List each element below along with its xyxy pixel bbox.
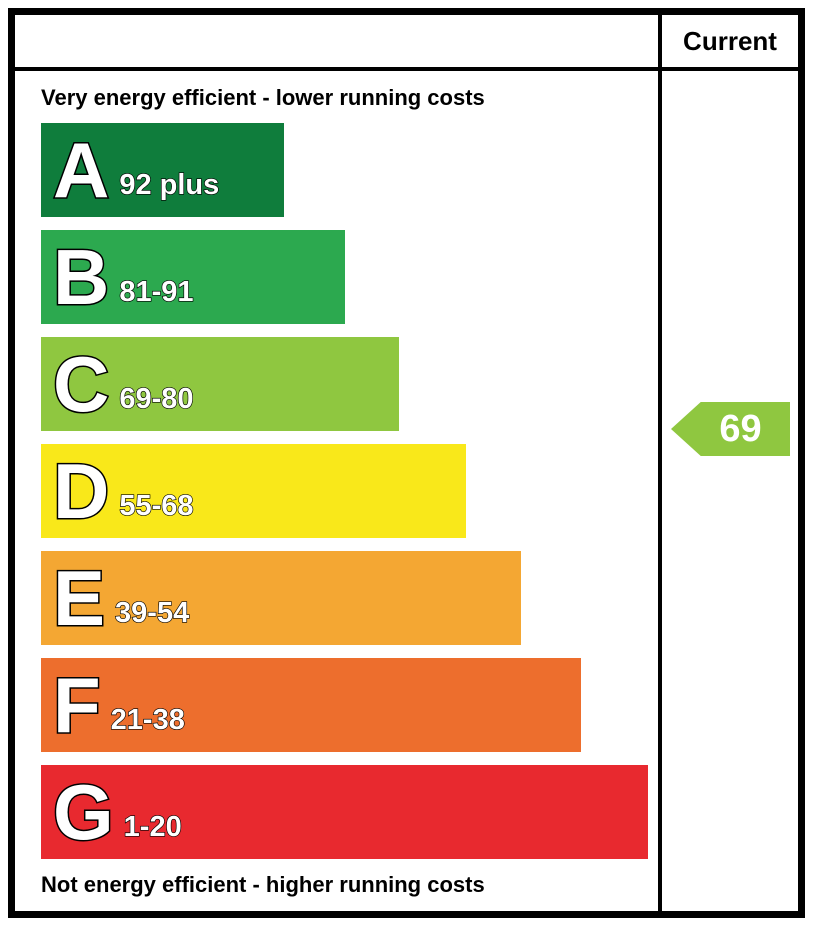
- header-row: Current: [15, 15, 798, 71]
- bottom-caption: Not energy efficient - higher running co…: [41, 872, 485, 897]
- band-a-letter: A: [51, 126, 110, 214]
- current-column: 69: [658, 71, 798, 911]
- chart-body: Very energy efficient - lower running co…: [15, 71, 798, 911]
- band-g: G 1-20: [41, 765, 648, 859]
- band-f-letter: F: [52, 661, 103, 749]
- band-g-letter: G: [52, 768, 116, 856]
- band-a-range: 92 plus: [119, 168, 220, 201]
- band-a: A 92 plus: [41, 123, 284, 217]
- band-c: C 69-80: [41, 337, 400, 431]
- header-spacer: [15, 15, 658, 67]
- band-e: E 39-54: [41, 551, 521, 645]
- chart-frame: Current Very energy efficient - lower ru…: [8, 8, 805, 918]
- band-b: B 81-91: [41, 230, 345, 324]
- band-d-letter: D: [51, 447, 110, 535]
- band-d: D 55-68: [41, 444, 466, 538]
- band-b-letter: B: [51, 233, 110, 321]
- band-f-range: 21-38: [110, 703, 185, 736]
- current-rating-arrow: 69: [671, 402, 790, 456]
- current-column-label: Current: [683, 25, 777, 56]
- top-caption: Very energy efficient - lower running co…: [41, 85, 485, 110]
- band-b-range: 81-91: [119, 275, 194, 308]
- band-g-range: 1-20: [123, 810, 182, 843]
- band-f: F 21-38: [41, 658, 582, 752]
- current-column-header: Current: [658, 15, 798, 67]
- current-rating-value: 69: [719, 408, 762, 450]
- band-e-letter: E: [51, 554, 106, 642]
- band-c-letter: C: [51, 340, 110, 428]
- band-d-range: 55-68: [119, 489, 194, 522]
- bands-column: Very energy efficient - lower running co…: [15, 71, 658, 911]
- band-e-range: 39-54: [114, 596, 190, 629]
- band-c-range: 69-80: [119, 382, 194, 415]
- rating-bands: A 92 plus B 81-91 C 69-80 D 55-68: [15, 123, 658, 872]
